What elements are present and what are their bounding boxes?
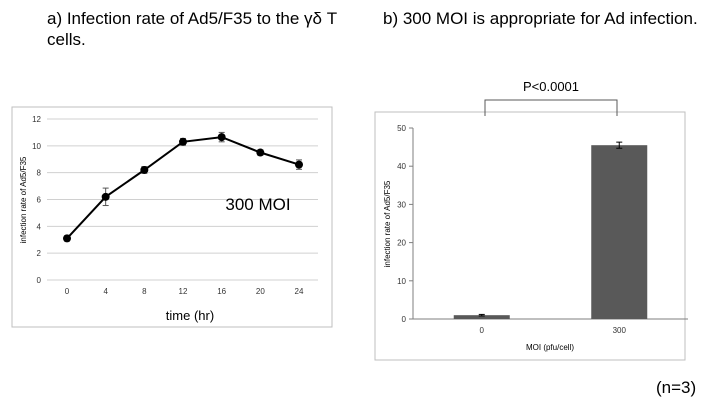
line-data-point	[256, 148, 265, 157]
bar-chart-bars	[453, 145, 648, 319]
line-chart-y-axis-title: infection rate of Ad5/F35	[19, 156, 28, 243]
line-y-tick-label: 8	[37, 169, 42, 178]
line-y-tick-label: 12	[32, 115, 41, 124]
bar-chart-error-bars	[478, 141, 623, 317]
bar-y-tick-label: 30	[397, 200, 406, 209]
bar-chart-x-ticks: 0 300	[480, 326, 627, 335]
line-chart-gridlines	[47, 118, 318, 281]
line-y-tick-label: 6	[37, 196, 42, 205]
line-chart-error-bars	[64, 131, 302, 242]
bar-x-tick-label: 0	[480, 326, 485, 335]
line-y-tick-label: 10	[32, 142, 41, 151]
line-chart-x-axis-title: time (hr)	[166, 308, 214, 323]
sample-size-note: (n=3)	[656, 378, 697, 397]
line-y-tick-label: 4	[37, 222, 42, 231]
line-data-point	[63, 234, 71, 243]
bar-y-tick-label: 20	[397, 239, 406, 248]
panel-a-heading: a) Infection rate of Ad5/F35 to the γδ T…	[47, 9, 337, 49]
line-chart-points	[63, 133, 303, 243]
bar-chart-y-ticks: 0 10 20 30 40 50	[397, 124, 413, 324]
line-x-tick-label: 4	[103, 287, 108, 296]
line-chart-x-ticks: 0 4 8 12 16 20 24	[65, 287, 304, 296]
line-x-tick-label: 0	[65, 287, 70, 296]
line-data-point	[295, 160, 303, 169]
bar-x-tick-label: 300	[613, 326, 627, 335]
bar-chart-frame	[374, 111, 686, 361]
panel-b-heading: b) 300 MOI is appropriate for Ad infecti…	[383, 9, 698, 28]
bar-y-tick-label: 50	[397, 124, 406, 133]
line-x-tick-label: 20	[256, 287, 265, 296]
bar-y-tick-label: 0	[402, 315, 407, 324]
bar-chart: 0 10 20 30 40 50 0 300 P<0.0001 MOI (pfu/cell)…	[374, 79, 688, 361]
line-y-tick-label: 2	[37, 249, 42, 258]
line-x-tick-label: 24	[295, 287, 304, 296]
line-data-point	[217, 133, 226, 142]
line-data-point	[101, 192, 110, 201]
line-chart-annotation: 300 MOI	[225, 195, 290, 214]
line-chart-y-ticks: 0 2 4 6 8 10 12	[32, 115, 41, 285]
line-data-point	[140, 165, 149, 174]
significance-bracket	[484, 99, 618, 116]
line-data-point	[179, 137, 187, 146]
bar-chart-x-axis-title: MOI (pfu/cell)	[526, 343, 574, 352]
line-x-tick-label: 16	[217, 287, 226, 296]
significance-label: P<0.0001	[523, 79, 579, 94]
bar-y-tick-label: 40	[397, 162, 406, 171]
line-y-tick-label: 0	[37, 276, 42, 285]
bar-y-tick-label: 10	[397, 277, 406, 286]
bar-chart-y-axis-title: infection rate of Ad5/F35	[383, 180, 392, 267]
line-x-tick-label: 8	[142, 287, 147, 296]
bar-0	[453, 315, 510, 319]
bar-300	[591, 145, 648, 319]
line-chart-frame	[11, 106, 333, 328]
line-x-tick-label: 12	[179, 287, 188, 296]
